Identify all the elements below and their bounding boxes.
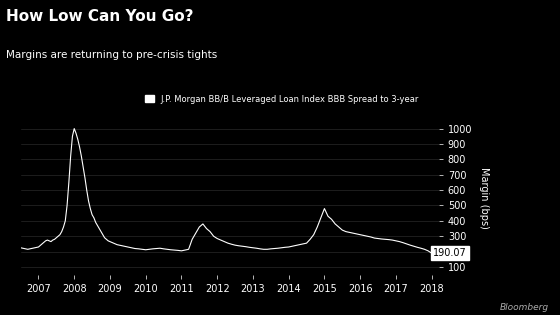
Legend: J.P. Morgan BB/B Leveraged Loan Index BBB Spread to 3-year: J.P. Morgan BB/B Leveraged Loan Index BB… (142, 91, 422, 107)
Y-axis label: Margin (bps): Margin (bps) (479, 167, 489, 229)
Text: Bloomberg: Bloomberg (500, 303, 549, 312)
Text: How Low Can You Go?: How Low Can You Go? (6, 9, 193, 25)
Text: Margins are returning to pre-crisis tights: Margins are returning to pre-crisis tigh… (6, 50, 217, 60)
Text: 190.07: 190.07 (433, 248, 467, 258)
